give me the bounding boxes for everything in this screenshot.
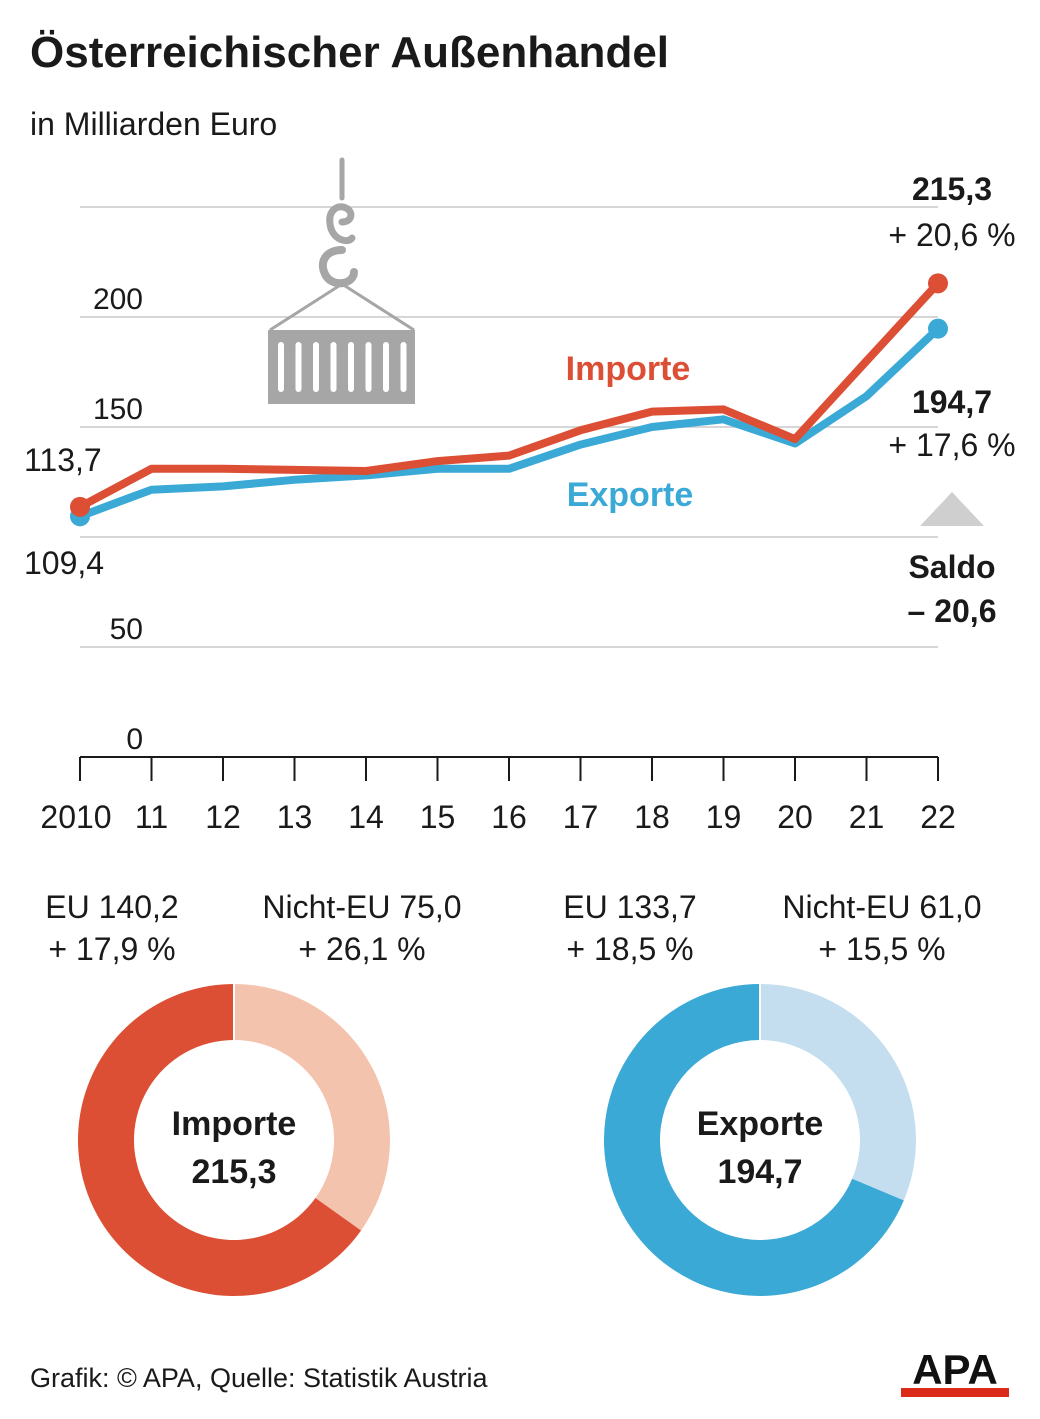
series-label-exports: Exporte <box>567 476 694 514</box>
saldo-value: – 20,6 <box>908 593 997 629</box>
x-tick-label: 22 <box>920 799 956 835</box>
non-eu-label: Nicht-EU 75,0 <box>262 889 461 925</box>
x-tick-label: 20 <box>777 799 813 835</box>
slice-eu <box>77 984 362 1296</box>
imports-end-change: + 20,6 % <box>888 217 1015 253</box>
slice-non-eu <box>234 984 390 1231</box>
x-tick-label: 2010 <box>40 799 111 835</box>
series-start-point <box>70 496 90 517</box>
series-label-imports: Importe <box>566 350 691 388</box>
donut-center-total: 194,7 <box>717 1153 802 1191</box>
container-crane-hook-icon <box>268 157 415 404</box>
eu-label: EU 133,7 <box>563 889 696 925</box>
slice-non-eu <box>760 984 916 1201</box>
series-end-point <box>928 273 948 294</box>
x-tick-label: 16 <box>491 799 527 835</box>
chart-canvas: 0 50 150 200 Importe Exporte 113,7 109,4 215,3 +… <box>24 157 1016 1296</box>
apa-logo-text: APA <box>912 1348 998 1393</box>
apa-logo-bar <box>901 1388 1009 1397</box>
x-tick-label: 17 <box>563 799 599 835</box>
x-tick-label: 14 <box>348 799 384 835</box>
donut-center-total: 215,3 <box>191 1153 276 1191</box>
x-tick-label: 11 <box>135 799 168 835</box>
exports-end-value: 194,7 <box>912 384 992 420</box>
y-tick-label: 150 <box>93 393 143 426</box>
x-tick-label: 19 <box>706 799 742 835</box>
x-tick-label: 12 <box>205 799 241 835</box>
x-tick-label: 18 <box>634 799 670 835</box>
saldo-triangle <box>920 492 984 526</box>
line-labels: Importe Exporte 113,7 109,4 215,3 + 20,6 % 194… <box>24 171 1016 629</box>
donut-imports: Importe 215,3 EU 140,2 + 17,9 % Nicht-EU 75,… <box>45 889 462 1296</box>
source-credit: Grafik: © APA, Quelle: Statistik Austria <box>30 1363 488 1393</box>
x-tick-label: 21 <box>849 799 885 835</box>
grid-lines: 0 50 150 200 <box>80 206 938 756</box>
y-tick-label: 50 <box>110 613 143 646</box>
x-tick-label: 15 <box>420 799 456 835</box>
slice-eu <box>604 984 904 1296</box>
donut-exports: Exporte 194,7 EU 133,7 + 18,5 % Nicht-EU 61,… <box>563 889 982 1296</box>
series-line-exports <box>76 324 942 521</box>
exports-start-value: 109,4 <box>24 545 104 581</box>
non-eu-change: + 15,5 % <box>818 931 945 967</box>
apa-logo: APA <box>901 1348 1009 1397</box>
donut-center-title: Exporte <box>697 1105 824 1143</box>
series-line-imports <box>76 279 942 511</box>
chart-title: Österreichischer Außenhandel <box>30 28 670 77</box>
chart-subtitle: in Milliarden Euro <box>30 106 278 142</box>
non-eu-label: Nicht-EU 61,0 <box>782 889 981 925</box>
non-eu-change: + 26,1 % <box>298 931 425 967</box>
y-tick-label: 0 <box>126 723 143 756</box>
exports-end-change: + 17,6 % <box>888 427 1015 463</box>
donut-center-title: Importe <box>172 1105 297 1143</box>
eu-change: + 18,5 % <box>566 931 693 967</box>
eu-change: + 17,9 % <box>48 931 175 967</box>
imports-end-value: 215,3 <box>912 171 992 207</box>
eu-label: EU 140,2 <box>45 889 178 925</box>
x-tick-label: 13 <box>277 799 313 835</box>
y-tick-label: 200 <box>93 283 143 316</box>
imports-start-value: 113,7 <box>24 442 102 478</box>
series-end-point <box>928 318 948 339</box>
saldo-label: Saldo <box>908 549 995 585</box>
x-axis: 2010 11 12 13 14 15 16 17 18 19 20 21 22 <box>40 756 956 835</box>
line-series <box>70 273 948 527</box>
